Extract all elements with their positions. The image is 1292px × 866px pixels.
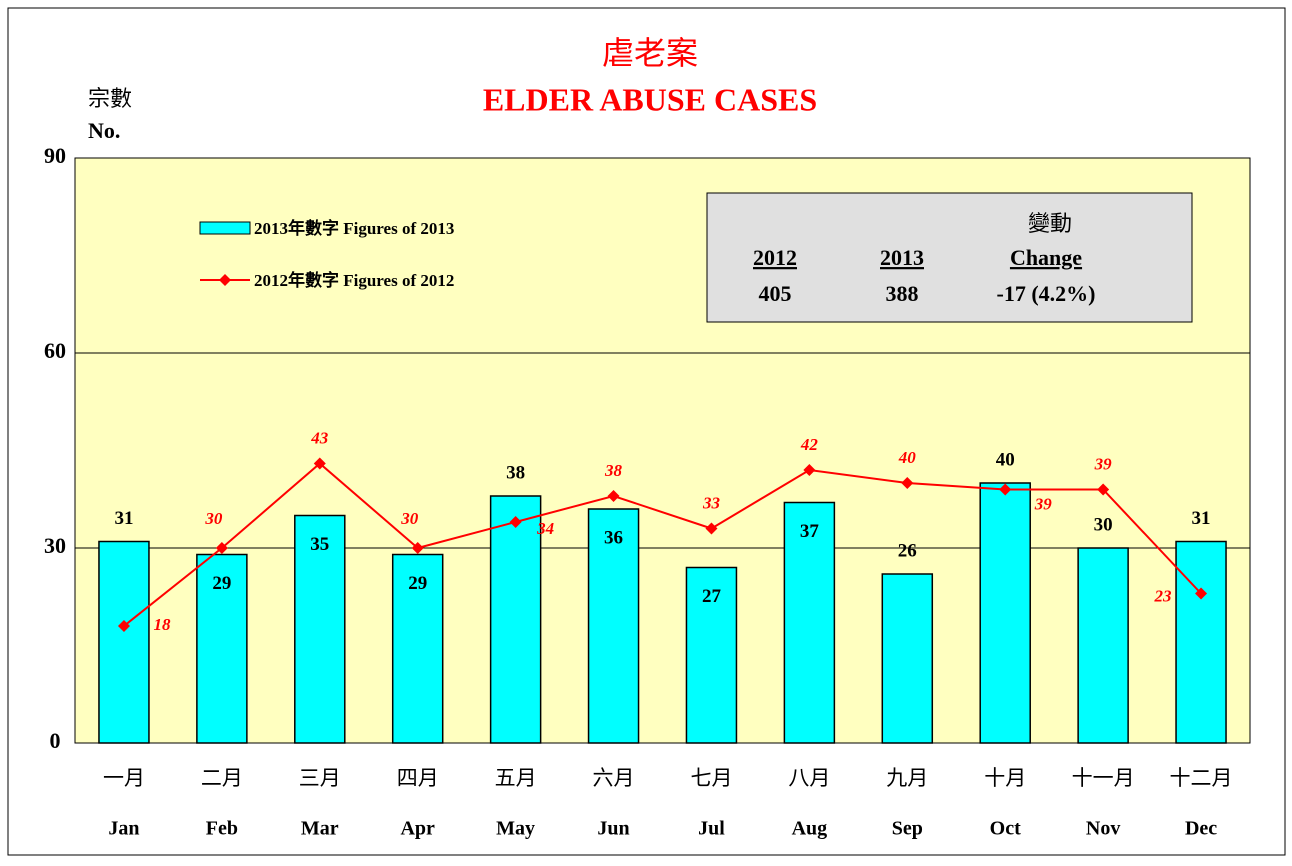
line-marker	[705, 522, 718, 535]
x-tick-label-zh: 六月	[593, 766, 635, 790]
bar-label: 29	[212, 573, 231, 594]
y-tick-label: 60	[44, 338, 66, 363]
legend-swatch	[199, 221, 251, 235]
line-label: 23	[1154, 586, 1173, 605]
bar	[881, 573, 934, 744]
x-tick-label-zh: 五月	[495, 766, 537, 790]
summary-header: Change	[1010, 245, 1082, 270]
x-tick-label: Jun	[597, 818, 629, 840]
bar-label: 31	[114, 508, 133, 529]
line-label: 34	[536, 519, 554, 538]
line-label: 30	[204, 509, 223, 528]
x-tick-label: May	[496, 818, 535, 840]
x-tick-label-zh: 三月	[299, 766, 341, 790]
x-tick-label: Jan	[108, 818, 139, 840]
x-tick-label: Sep	[892, 818, 923, 840]
bar-label: 38	[506, 462, 525, 483]
line-marker	[215, 542, 228, 554]
line-label: 18	[153, 615, 171, 634]
bar-label: 35	[310, 534, 329, 555]
x-tick-label: Aug	[792, 818, 828, 840]
x-tick-label-zh: 八月	[788, 766, 830, 790]
line-label: 39	[1034, 494, 1053, 513]
bar	[979, 482, 1031, 744]
bar-label: 36	[604, 527, 623, 548]
x-tick-label-zh: 二月	[201, 766, 243, 790]
x-tick-label: Mar	[301, 818, 339, 840]
line-marker	[803, 464, 816, 476]
line-label: 43	[310, 428, 329, 447]
x-tick-label-zh: 一月	[103, 766, 145, 790]
x-tick-label: Jul	[698, 818, 725, 840]
summary-value: 405	[759, 281, 792, 306]
legend-label: 2012年數字 Figures of 2012	[254, 270, 454, 290]
line-marker	[1195, 587, 1208, 600]
line-label: 33	[702, 493, 721, 512]
legend-marker	[219, 274, 231, 286]
bar	[1077, 547, 1129, 744]
line-label: 38	[604, 461, 623, 480]
bar	[294, 514, 346, 744]
chart-title-zh: 虐老案	[602, 34, 698, 72]
line	[123, 462, 1202, 627]
bar	[489, 495, 542, 744]
x-tick-label: Nov	[1086, 818, 1120, 840]
bar	[391, 553, 444, 744]
bar	[685, 566, 738, 744]
x-tick-label: Dec	[1185, 818, 1217, 840]
bar-label: 31	[1192, 508, 1211, 529]
bar-label: 30	[1094, 514, 1113, 535]
line-marker	[411, 542, 424, 554]
line-label: 42	[800, 435, 819, 454]
x-tick-label: Feb	[206, 818, 238, 840]
summary-header: 2013	[880, 245, 924, 270]
summary-box	[706, 192, 1193, 323]
x-tick-label-zh: 七月	[690, 766, 732, 790]
bar-label: 29	[408, 573, 427, 594]
y-label-zh: 宗數	[88, 87, 132, 112]
bar	[196, 553, 248, 744]
bar	[587, 508, 640, 744]
summary-heading: 變動	[1028, 212, 1072, 237]
x-tick-label-zh: 十二月	[1170, 766, 1233, 790]
bar-label: 37	[800, 521, 820, 542]
line-label: 40	[898, 448, 917, 467]
line-marker	[901, 477, 914, 489]
legend-label: 2013年數字 Figures of 2013	[254, 218, 454, 238]
chart-title: ELDER ABUSE CASES	[483, 81, 817, 117]
line-marker	[999, 483, 1012, 496]
line-label: 30	[400, 509, 419, 528]
line-label: 39	[1094, 454, 1113, 473]
y-label: No.	[88, 118, 120, 143]
x-tick-label-zh: 十一月	[1072, 766, 1135, 790]
y-tick-label: 30	[44, 533, 66, 558]
bar	[783, 501, 836, 744]
line-marker	[509, 516, 522, 528]
bar-label: 27	[702, 586, 722, 607]
summary-value: -17 (4.2%)	[997, 281, 1096, 306]
summary-header: 2012	[753, 245, 797, 270]
x-tick-label-zh: 九月	[886, 766, 928, 790]
x-tick-label: Oct	[990, 818, 1021, 840]
bar-label: 40	[996, 449, 1015, 470]
bar	[98, 540, 150, 744]
line-marker	[1097, 483, 1110, 496]
x-tick-label-zh: 四月	[397, 766, 439, 790]
bar-label: 26	[898, 540, 917, 561]
y-tick-label: 90	[44, 143, 66, 168]
summary-value: 388	[886, 281, 919, 306]
x-tick-label: Apr	[400, 818, 435, 840]
bar	[1175, 540, 1227, 744]
line-marker	[607, 490, 620, 502]
line-marker	[117, 620, 130, 632]
line-marker	[313, 457, 326, 470]
y-tick-label: 0	[50, 728, 61, 753]
x-tick-label-zh: 十月	[984, 766, 1026, 790]
